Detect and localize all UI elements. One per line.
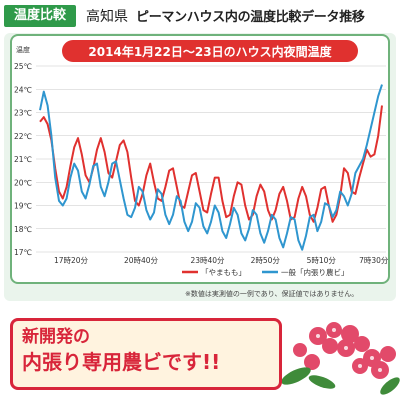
y-tick-label: 20℃: [14, 178, 32, 187]
flower-decoration-icon: [281, 322, 400, 395]
x-tick-label: 20時40分: [124, 256, 159, 265]
disclaimer-note: ※数値は実測値の一例であり、保証値ではありません。: [185, 290, 359, 298]
banner-line2: 内張り専用農ビです!!: [22, 350, 221, 374]
y-tick-label: 18℃: [14, 225, 32, 234]
x-tick-label: 2時50分: [251, 256, 281, 265]
y-tick-label: 17℃: [14, 248, 32, 257]
x-tick-label: 23時40分: [190, 256, 225, 265]
chart-title-pill: [62, 40, 358, 62]
legend-label: 「やまもも」: [201, 268, 246, 277]
y-tick-label: 25℃: [14, 62, 32, 71]
temperature-chart: 2014年1月22日〜23日のハウス内夜間温度 温度 17℃ 18℃ 19℃ 20℃ 21℃…: [14, 40, 389, 277]
banner-box: [10, 318, 282, 390]
legend-label: 一般「内張り農ビ」: [281, 267, 349, 277]
y-tick-label: 19℃: [14, 202, 32, 211]
page-title: ピーマンハウス内の温度比較データ推移: [136, 10, 365, 25]
y-axis-label: 温度: [16, 45, 30, 54]
y-tick-label: 24℃: [14, 85, 32, 94]
x-tick-label: 17時20分: [54, 256, 89, 265]
header: 温度比較 高知県 ピーマンハウス内の温度比較データ推移: [0, 0, 400, 30]
chart-title: 2014年1月22日〜23日のハウス内夜間温度: [88, 44, 332, 59]
x-tick-label: 7時30分: [359, 256, 389, 265]
category-badge: 温度比較: [4, 5, 76, 27]
y-tick-label: 21℃: [14, 155, 32, 164]
series-line-general: [39, 84, 383, 251]
y-tick-label: 23℃: [14, 109, 32, 118]
banner-line1: 新開発の: [22, 327, 90, 347]
prefecture-label: 高知県: [86, 9, 128, 25]
series-line-yamamomo: [39, 105, 383, 223]
y-tick-label: 22℃: [14, 132, 32, 141]
x-tick-label: 5時10分: [307, 256, 337, 265]
